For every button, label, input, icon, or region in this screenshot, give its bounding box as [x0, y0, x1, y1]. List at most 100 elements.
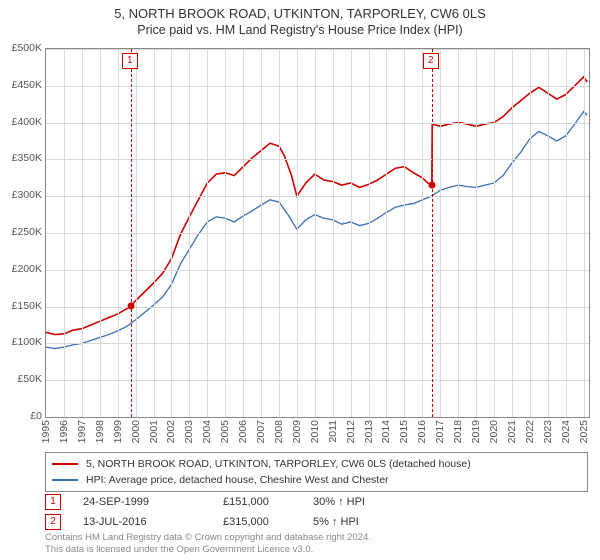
legend-box: 5, NORTH BROOK ROAD, UTKINTON, TARPORLEY… [45, 452, 588, 492]
gridline-horizontal [46, 233, 589, 234]
x-axis-label: 2013 [363, 420, 375, 443]
gridline-vertical [584, 49, 585, 417]
x-axis-label: 1998 [94, 420, 106, 443]
y-axis-label: £400K [12, 116, 42, 128]
gridline-vertical [154, 49, 155, 417]
x-axis-label: 2011 [327, 420, 339, 443]
legend-label: 5, NORTH BROOK ROAD, UTKINTON, TARPORLEY… [86, 458, 471, 470]
sale-marker-badge: 1 [122, 53, 138, 69]
y-axis-label: £350K [12, 152, 42, 164]
footer-line-2: This data is licensed under the Open Gov… [45, 544, 313, 555]
x-axis-label: 2002 [165, 420, 177, 443]
x-axis-label: 2007 [255, 420, 267, 443]
x-axis-label: 1995 [40, 420, 52, 443]
legend-swatch [52, 479, 78, 481]
x-axis-label: 2005 [219, 420, 231, 443]
gridline-vertical [548, 49, 549, 417]
chart-title: 5, NORTH BROOK ROAD, UTKINTON, TARPORLEY… [0, 0, 600, 21]
gridline-horizontal [46, 343, 589, 344]
sale-marker-dot [428, 182, 435, 189]
x-axis-label: 2012 [345, 420, 357, 443]
x-axis-label: 2019 [470, 420, 482, 443]
gridline-horizontal [46, 270, 589, 271]
gridline-vertical [386, 49, 387, 417]
y-axis-label: £300K [12, 189, 42, 201]
gridline-vertical [100, 49, 101, 417]
gridline-vertical [189, 49, 190, 417]
gridline-vertical [118, 49, 119, 417]
sale-record-badge: 1 [45, 494, 61, 510]
chart-subtitle: Price paid vs. HM Land Registry's House … [0, 21, 600, 41]
x-axis-label: 2016 [416, 420, 428, 443]
x-axis-label: 1999 [112, 420, 124, 443]
x-axis-label: 1997 [76, 420, 88, 443]
gridline-vertical [243, 49, 244, 417]
legend-row: HPI: Average price, detached house, Ches… [52, 472, 581, 488]
x-axis-label: 2003 [183, 420, 195, 443]
x-axis-label: 1996 [58, 420, 70, 443]
x-axis-label: 2009 [291, 420, 303, 443]
x-axis-label: 2020 [488, 420, 500, 443]
x-axis-label: 2025 [578, 420, 590, 443]
y-axis-label: £250K [12, 226, 42, 238]
gridline-vertical [476, 49, 477, 417]
gridline-horizontal [46, 196, 589, 197]
gridline-vertical [369, 49, 370, 417]
sale-marker-badge: 2 [423, 53, 439, 69]
footer-line-1: Contains HM Land Registry data © Crown c… [45, 532, 371, 543]
x-axis-label: 2017 [434, 420, 446, 443]
sale-record-delta: 30% ↑ HPI [313, 496, 365, 508]
series-line [46, 77, 587, 335]
gridline-vertical [351, 49, 352, 417]
x-axis-label: 2004 [201, 420, 213, 443]
gridline-vertical [422, 49, 423, 417]
y-axis-label: £150K [12, 300, 42, 312]
legend-label: HPI: Average price, detached house, Ches… [86, 474, 389, 486]
gridline-vertical [297, 49, 298, 417]
gridline-vertical [225, 49, 226, 417]
gridline-vertical [530, 49, 531, 417]
x-axis-label: 2024 [560, 420, 572, 443]
gridline-vertical [261, 49, 262, 417]
x-axis-label: 2018 [452, 420, 464, 443]
gridline-vertical [566, 49, 567, 417]
gridline-vertical [458, 49, 459, 417]
x-axis-label: 2000 [130, 420, 142, 443]
x-axis-label: 2022 [524, 420, 536, 443]
x-axis-label: 2014 [380, 420, 392, 443]
y-axis-label: £450K [12, 79, 42, 91]
x-axis-label: 2015 [398, 420, 410, 443]
series-line [46, 112, 587, 349]
gridline-vertical [315, 49, 316, 417]
y-axis-label: £200K [12, 263, 42, 275]
gridline-vertical [279, 49, 280, 417]
y-axis-label: £100K [12, 336, 42, 348]
gridline-horizontal [46, 86, 589, 87]
gridline-vertical [440, 49, 441, 417]
gridline-vertical [64, 49, 65, 417]
y-axis-label: £50K [17, 373, 42, 385]
legend-swatch [52, 463, 78, 465]
legend-row: 5, NORTH BROOK ROAD, UTKINTON, TARPORLEY… [52, 456, 581, 472]
sale-marker-line [432, 49, 433, 417]
sale-record-delta: 5% ↑ HPI [313, 516, 359, 528]
gridline-vertical [171, 49, 172, 417]
x-axis-label: 2023 [542, 420, 554, 443]
sale-record-row: 2 13-JUL-2016£315,0005% ↑ HPI [45, 514, 359, 530]
gridline-horizontal [46, 159, 589, 160]
gridline-vertical [404, 49, 405, 417]
gridline-horizontal [46, 49, 589, 50]
sale-marker-dot [127, 302, 134, 309]
y-axis-label: £500K [12, 42, 42, 54]
sale-record-price: £151,000 [223, 496, 313, 508]
gridline-horizontal [46, 123, 589, 124]
sale-record-price: £315,000 [223, 516, 313, 528]
sale-record-badge: 2 [45, 514, 61, 530]
gridline-vertical [207, 49, 208, 417]
gridline-vertical [333, 49, 334, 417]
gridline-horizontal [46, 380, 589, 381]
gridline-vertical [82, 49, 83, 417]
x-axis-label: 2008 [273, 420, 285, 443]
sale-record-date: 13-JUL-2016 [83, 516, 223, 528]
gridline-vertical [136, 49, 137, 417]
